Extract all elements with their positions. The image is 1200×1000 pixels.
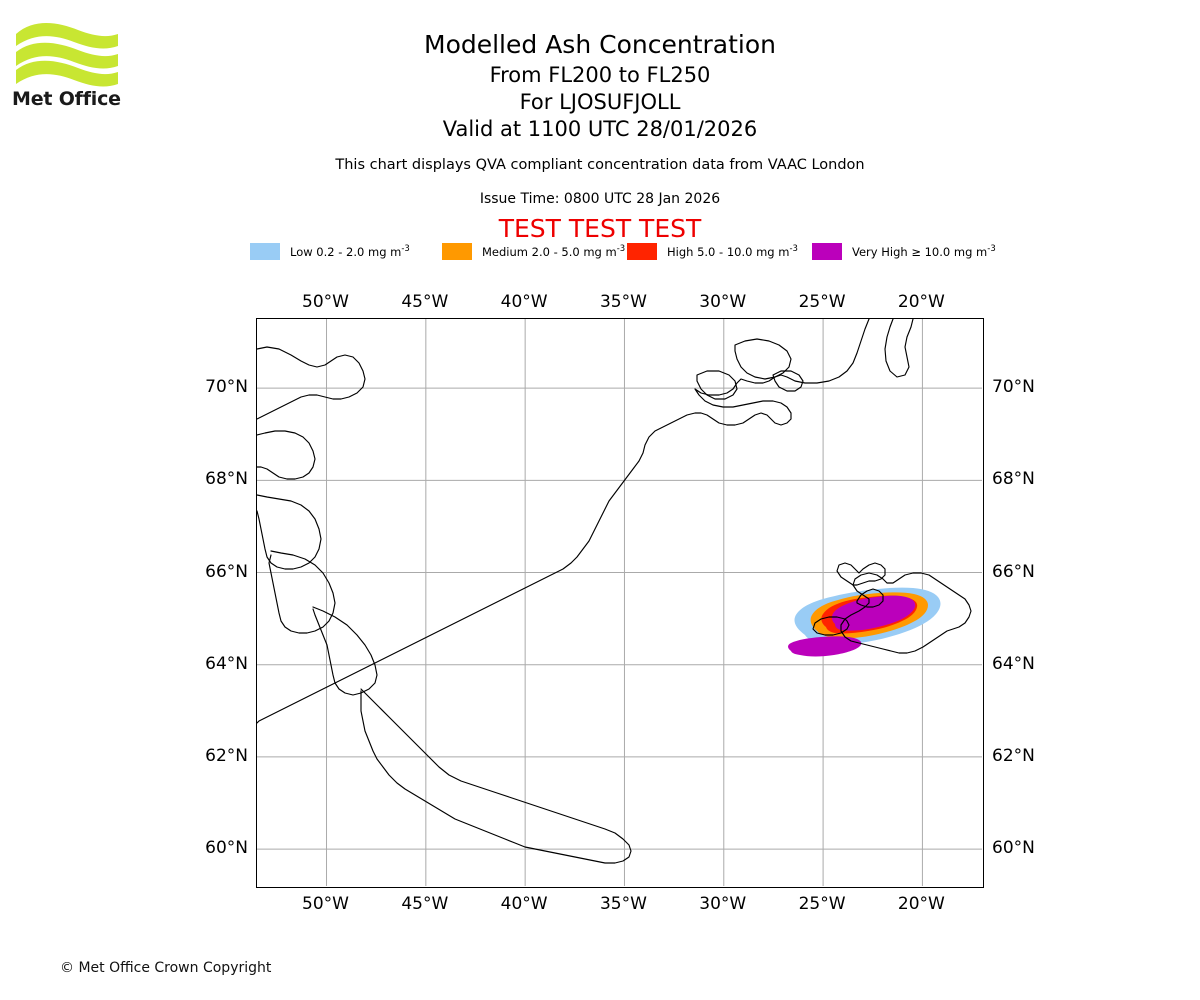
lon-tick-top-4: 30°W [699, 292, 747, 312]
greenland-nuuk-coast [257, 494, 322, 570]
greenland-west-coast [257, 346, 366, 420]
legend-high-swatch [627, 242, 657, 260]
iceland-west-fjords [836, 562, 886, 586]
lon-tick-top-2: 40°W [500, 292, 548, 312]
legend-very-high-label: Very High ≥ 10.0 mg m-3 [852, 243, 996, 259]
lat-tick-right-2: 64°N [992, 653, 1035, 674]
valid-time-subtitle: Valid at 1100 UTC 28/01/2026 [442, 117, 758, 141]
lon-tick-bottom-5: 25°W [798, 894, 846, 914]
arctic-island-1 [734, 338, 792, 380]
lon-tick-bottom-4: 30°W [699, 894, 747, 914]
legend-low: Low 0.2 - 2.0 mg m-3 [250, 242, 410, 260]
test-banner: TEST TEST TEST [498, 214, 702, 243]
met-office-waves-icon [16, 23, 118, 87]
lon-tick-top-3: 35°W [599, 292, 647, 312]
lon-tick-bottom-6: 20°W [897, 894, 945, 914]
lon-tick-bottom-2: 40°W [500, 894, 548, 914]
lat-tick-right-3: 66°N [992, 561, 1035, 582]
ash-plume-contours [788, 587, 941, 657]
map-canvas [257, 319, 982, 886]
concentration-legend: Low 0.2 - 2.0 mg m-3 Medium 2.0 - 5.0 mg … [250, 242, 996, 262]
legend-very-high-swatch [812, 242, 842, 260]
legend-medium-swatch [442, 242, 472, 260]
ash-contour-very-high [831, 595, 916, 631]
lon-tick-top-6: 20°W [897, 292, 945, 312]
lat-tick-right-0: 60°N [992, 838, 1035, 859]
greenland-coastline [257, 319, 914, 724]
lat-tick-left-4: 68°N [205, 469, 248, 490]
arctic-island-3 [772, 370, 804, 392]
lat-tick-left-1: 62°N [205, 745, 248, 766]
lat-tick-right-1: 62°N [992, 745, 1035, 766]
greenland-south-west-peninsula [312, 606, 378, 696]
lon-tick-top-0: 50°W [302, 292, 349, 312]
met-office-logo [12, 20, 132, 115]
lat-tick-left-5: 70°N [205, 377, 248, 398]
lat-tick-left-2: 64°N [205, 653, 248, 674]
copyright-footer: © Met Office Crown Copyright [60, 960, 272, 976]
iceland-west-coast-detail [856, 588, 884, 608]
legend-low-label: Low 0.2 - 2.0 mg m-3 [290, 243, 410, 259]
legend-high-label: High 5.0 - 10.0 mg m-3 [667, 243, 798, 259]
met-office-wordmark: Met Office [12, 88, 121, 110]
lat-tick-right-4: 68°N [992, 469, 1035, 490]
lon-tick-bottom-0: 50°W [302, 894, 349, 914]
ash-core-tail [788, 636, 862, 657]
legend-medium: Medium 2.0 - 5.0 mg m-3 [442, 242, 625, 260]
greenland-mid-west-fjords [268, 550, 336, 634]
greenland-fjord-region [257, 430, 316, 480]
volcano-subtitle: For LJOSUFJOLL [519, 90, 681, 114]
legend-high: High 5.0 - 10.0 mg m-3 [627, 242, 798, 260]
lon-tick-top-1: 45°W [401, 292, 449, 312]
legend-very-high: Very High ≥ 10.0 mg m-3 [812, 242, 996, 260]
lat-tick-left-0: 60°N [205, 838, 248, 859]
qva-note: This chart displays QVA compliant concen… [335, 157, 865, 173]
issue-time: Issue Time: 0800 UTC 28 Jan 2026 [479, 191, 721, 207]
lon-tick-bottom-1: 45°W [401, 894, 449, 914]
flight-level-subtitle: From FL200 to FL250 [489, 63, 711, 87]
arctic-island-2 [696, 370, 738, 400]
lat-tick-left-3: 66°N [205, 561, 248, 582]
map-plot-area [256, 318, 984, 888]
legend-medium-label: Medium 2.0 - 5.0 mg m-3 [482, 243, 626, 259]
lon-tick-top-5: 25°W [798, 292, 846, 312]
greenland-southern-tip [360, 688, 632, 864]
map-coastlines [257, 319, 972, 864]
iceland-coastline [840, 572, 972, 654]
legend-low-swatch [250, 242, 280, 260]
lon-tick-bottom-3: 35°W [599, 894, 647, 914]
lat-tick-right-5: 70°N [992, 377, 1035, 398]
page-title: Modelled Ash Concentration [424, 30, 776, 59]
iceland-snaefellsnes-peninsula [812, 616, 850, 636]
